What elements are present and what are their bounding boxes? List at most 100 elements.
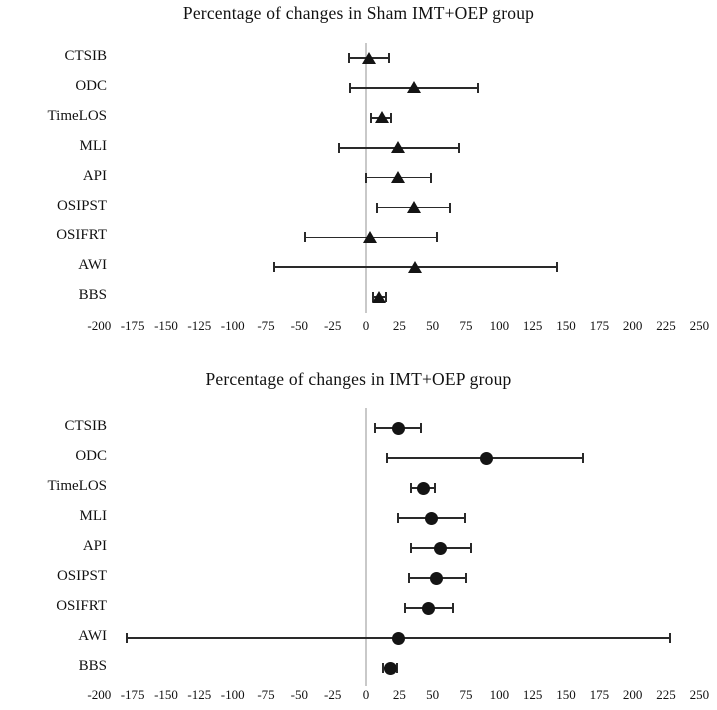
category-label-bbs: BBS <box>78 658 107 674</box>
data-point-marker-triangle <box>407 201 421 213</box>
x-axis-tick-label: 75 <box>459 687 473 702</box>
data-point-marker-triangle <box>407 81 421 94</box>
error-bar-cap-left <box>272 262 275 273</box>
x-axis-tick-label: 225 <box>656 687 676 702</box>
error-bar-cap-right <box>555 262 558 273</box>
error-bar-cap-right <box>395 663 398 673</box>
error-bar-cap-left <box>365 172 367 183</box>
x-axis-tick-label: 150 <box>556 687 576 702</box>
error-bar-cap-left <box>303 232 306 243</box>
x-axis-tick-label: -50 <box>290 687 308 702</box>
error-bar-cap-right <box>435 232 438 243</box>
error-bar-cap-left <box>397 513 399 523</box>
category-label-timelos: TimeLOS <box>47 478 107 494</box>
error-bar-cap-right <box>419 423 422 433</box>
x-axis-tick-label: -25 <box>323 687 342 702</box>
error-bar-cap-right <box>451 603 454 613</box>
x-axis-tick-label: 100 <box>489 687 510 702</box>
x-axis-tick-label: 175 <box>589 318 610 333</box>
x-axis-tick-label: 175 <box>589 687 610 702</box>
x-axis-tick-label: -150 <box>154 687 178 702</box>
data-point-marker-triangle <box>372 290 387 303</box>
x-axis-tick-label: -100 <box>220 687 245 702</box>
error-bar-cap-right <box>465 573 467 583</box>
error-bar-cap-left <box>407 573 410 583</box>
category-label-mli: MLI <box>79 508 108 524</box>
error-bar-cap-right <box>387 53 390 63</box>
error-bar-cap-left <box>375 202 378 213</box>
data-point-marker-circle <box>479 451 493 465</box>
x-axis-tick-label: 50 <box>426 687 440 702</box>
error-bar-cap-right <box>458 142 461 153</box>
category-label-osipst: OSIPST <box>56 197 107 214</box>
chart-title-imt-oep: Percentage of changes in IMT+OEP group <box>205 369 512 389</box>
data-point-marker-circle <box>434 541 448 555</box>
zero-reference-line <box>365 408 367 686</box>
category-label-awi: AWI <box>78 628 107 644</box>
error-bar-cap-right <box>477 82 479 93</box>
x-axis-tick-label: -200 <box>87 318 112 333</box>
x-axis-tick-label: -50 <box>290 318 308 333</box>
error-bar-cap-left <box>348 82 351 93</box>
x-axis-tick-label: -125 <box>187 687 212 702</box>
error-bar-cap-right <box>669 633 671 643</box>
error-bar-cap-right <box>470 543 473 553</box>
data-point-marker-circle <box>416 481 430 495</box>
x-axis-tick-label: -125 <box>187 318 212 333</box>
category-label-osifrt: OSIFRT <box>56 598 107 614</box>
category-label-osifrt: OSIFRT <box>56 227 107 244</box>
chart-title-sham-imt-oep: Percentage of changes in Sham IMT+OEP gr… <box>182 3 535 23</box>
error-bar-cap-right <box>449 202 451 213</box>
data-point-marker-circle <box>391 631 405 645</box>
error-bar-cap-right <box>582 453 585 463</box>
category-label-timelos: TimeLOS <box>47 107 107 124</box>
x-axis-tick-label: 200 <box>622 687 643 702</box>
data-point-marker-triangle <box>391 171 405 184</box>
x-axis-tick-label: 25 <box>392 318 406 333</box>
x-axis-tick-label: 250 <box>689 687 710 702</box>
data-point-marker-triangle <box>391 141 405 154</box>
category-label-api: API <box>82 538 107 554</box>
x-axis-tick-label: 75 <box>459 318 473 333</box>
x-axis-tick-label: -100 <box>220 318 245 333</box>
error-bar-cap-left <box>347 53 350 63</box>
x-axis-tick-label: -200 <box>87 687 112 702</box>
x-axis-tick-label: 125 <box>522 318 543 333</box>
error-bar-cap-left <box>370 112 373 123</box>
data-point-marker-circle <box>430 571 444 585</box>
x-axis-tick-label: 150 <box>556 318 576 333</box>
x-axis-tick-label: 50 <box>426 318 440 333</box>
error-bar-cap-left <box>338 142 341 153</box>
x-axis-tick-label: 250 <box>689 318 710 333</box>
error-bar-cap-right <box>463 513 466 523</box>
x-axis-tick-label: -175 <box>120 318 145 333</box>
data-point-marker-triangle <box>408 260 423 273</box>
data-point-marker-triangle <box>361 51 376 64</box>
x-axis-tick-label: -150 <box>154 318 178 333</box>
error-bar-cap-right <box>434 483 437 493</box>
category-label-osipst: OSIPST <box>56 568 107 584</box>
x-axis-tick-label: 0 <box>362 687 370 702</box>
category-label-bbs: BBS <box>78 287 107 304</box>
category-label-mli: MLI <box>79 137 108 154</box>
data-point-marker-triangle <box>375 111 389 124</box>
category-label-odc: ODC <box>75 77 107 94</box>
x-axis-tick-label: 100 <box>489 318 510 333</box>
x-axis-tick-label: -75 <box>257 687 275 702</box>
x-axis-tick-label: -25 <box>323 318 342 333</box>
error-bar-cap-right <box>390 112 393 123</box>
error-bar-cap-left <box>410 483 413 493</box>
error-bar-cap-left <box>382 663 385 673</box>
x-axis-tick-label: 200 <box>622 318 643 333</box>
error-bar-cap-left <box>410 543 413 553</box>
error-bar-cap-right <box>430 172 433 183</box>
category-label-odc: ODC <box>75 448 107 464</box>
x-axis-tick-label: -75 <box>257 318 275 333</box>
x-axis-tick-label: 225 <box>656 318 676 333</box>
category-label-api: API <box>82 167 107 184</box>
data-point-marker-circle <box>383 661 397 675</box>
category-label-ctsib: CTSIB <box>64 48 107 64</box>
